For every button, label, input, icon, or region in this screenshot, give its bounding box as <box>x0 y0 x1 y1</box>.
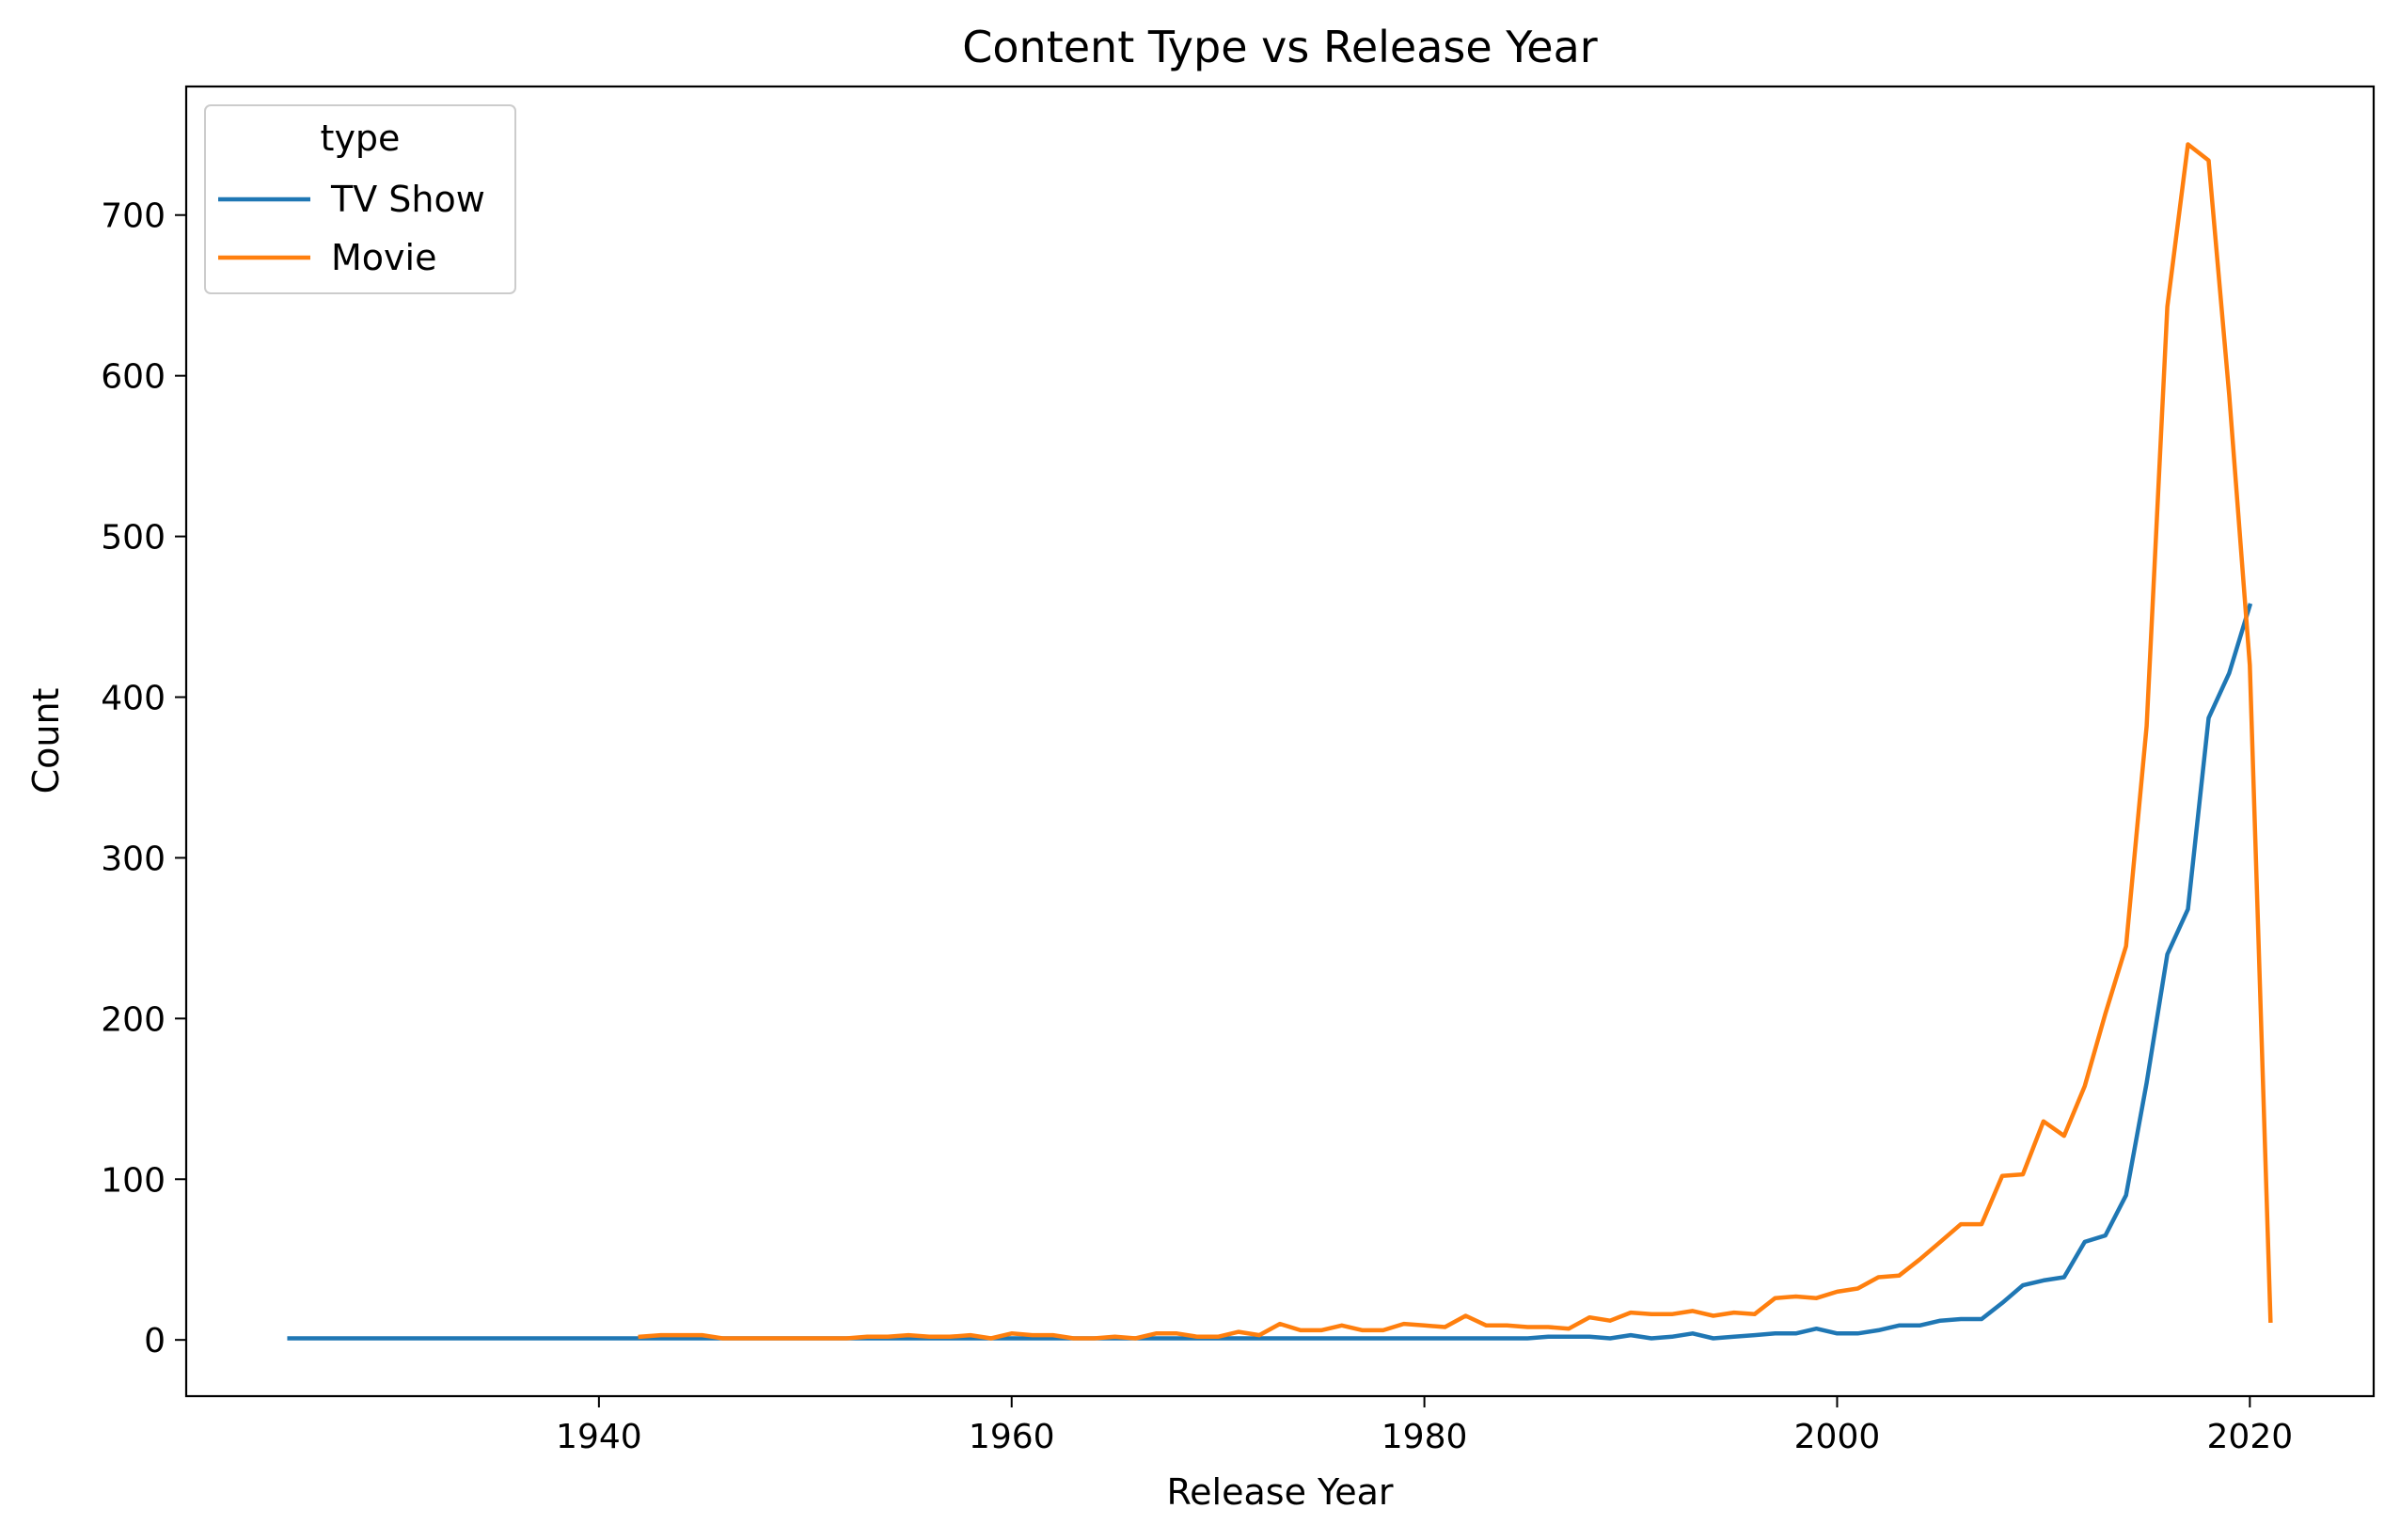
y-axis-label: Count <box>25 688 67 794</box>
y-tick-label: 400 <box>101 679 166 717</box>
legend: type TV Show Movie <box>204 104 516 294</box>
y-tick-label: 700 <box>101 197 166 236</box>
legend-label-movie: Movie <box>331 237 436 278</box>
series-line-movie <box>638 142 2273 1341</box>
plot-frame <box>184 85 2376 1398</box>
series-line-tv-show <box>287 603 2253 1341</box>
y-tick-label: 600 <box>101 358 166 397</box>
x-axis: 1940 1960 1980 2000 2020 <box>556 1396 2293 1456</box>
x-tick-label: 1980 <box>1382 1418 1468 1456</box>
y-tick-label: 300 <box>101 840 166 878</box>
y-tick-label: 0 <box>144 1322 166 1360</box>
legend-title: type <box>321 118 401 159</box>
y-tick-label: 100 <box>101 1161 166 1200</box>
y-axis: 0 100 200 300 400 500 600 700 <box>101 197 186 1360</box>
y-tick-label: 200 <box>101 1000 166 1039</box>
legend-box <box>204 104 516 294</box>
x-tick-label: 1940 <box>556 1418 642 1456</box>
x-tick-label: 2020 <box>2207 1418 2294 1456</box>
y-tick-label: 500 <box>101 519 166 558</box>
x-tick-label: 2000 <box>1794 1418 1881 1456</box>
legend-label-tv-show: TV Show <box>330 179 485 220</box>
x-tick-label: 1960 <box>969 1418 1055 1456</box>
x-axis-label: Release Year <box>1166 1471 1393 1513</box>
series-layer <box>287 142 2273 1341</box>
chart-title: Content Type vs Release Year <box>962 22 1597 72</box>
